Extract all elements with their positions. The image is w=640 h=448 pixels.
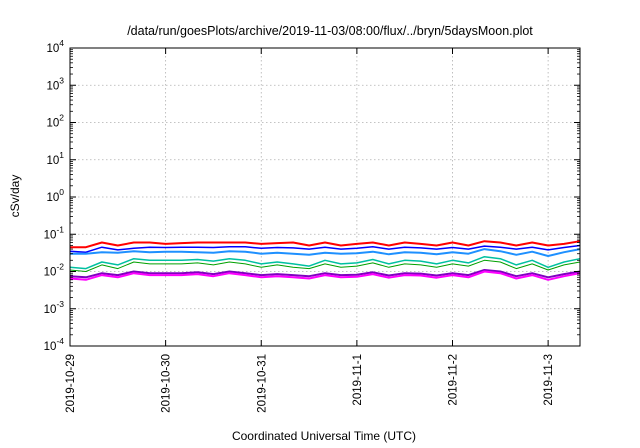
- y-tick-base: 10: [46, 43, 59, 55]
- x-axis-label: Coordinated Universal Time (UTC): [232, 429, 416, 443]
- y-tick-base: 10: [46, 155, 59, 167]
- series-line: [70, 248, 581, 257]
- x-tick-label: 2019-10-29: [65, 354, 77, 413]
- y-tick-base: 10: [46, 192, 59, 204]
- y-tick-label: 10-1: [44, 224, 65, 241]
- y-tick-base: 10: [46, 80, 59, 92]
- y-tick-label: 102: [46, 113, 64, 130]
- y-tick-base: 10: [44, 341, 57, 353]
- x-tick-label: 2019-11-3: [543, 354, 555, 406]
- series-line: [69, 269, 581, 279]
- y-tick-label: 10-4: [44, 336, 65, 353]
- y-tick-exponent: 2: [59, 113, 64, 123]
- series-layer: [69, 240, 581, 281]
- chart-title: /data/run/goesPlots/archive/2019-11-03/0…: [127, 24, 533, 38]
- x-tick-label: 2019-11-2: [448, 354, 460, 406]
- y-tick-exponent: -2: [56, 262, 64, 272]
- y-tick-exponent: 1: [59, 150, 64, 160]
- grid-layer: [69, 48, 580, 346]
- y-tick-base: 10: [46, 118, 59, 130]
- y-tick-base: 10: [44, 229, 57, 241]
- series-line: [69, 259, 581, 272]
- y-tick-exponent: -3: [56, 299, 64, 309]
- y-tick-base: 10: [44, 267, 57, 279]
- y-tick-exponent: 4: [59, 38, 64, 48]
- series-line: [70, 240, 581, 249]
- y-tick-exponent: -4: [56, 336, 64, 346]
- x-tick-label: 2019-10-31: [256, 354, 268, 413]
- y-tick-label: 100: [46, 187, 64, 204]
- y-tick-label: 10-3: [44, 299, 65, 316]
- y-axis-label: cSv/day: [8, 175, 22, 218]
- y-tick-exponent: 0: [59, 187, 64, 197]
- y-tick-base: 10: [44, 304, 57, 316]
- y-tick-exponent: -1: [56, 224, 64, 234]
- ticks-layer: 10-410-310-210-11001011021031042019-10-2…: [44, 38, 580, 413]
- y-tick-label: 101: [46, 150, 64, 167]
- y-tick-label: 103: [46, 75, 64, 92]
- y-tick-exponent: 3: [59, 75, 64, 85]
- series-line: [69, 244, 581, 253]
- x-tick-label: 2019-11-1: [352, 354, 364, 406]
- y-tick-label: 10-2: [44, 262, 65, 279]
- series-line: [69, 255, 581, 270]
- x-tick-label: 2019-10-30: [161, 354, 173, 413]
- y-tick-label: 104: [46, 38, 64, 55]
- series-line: [69, 270, 581, 281]
